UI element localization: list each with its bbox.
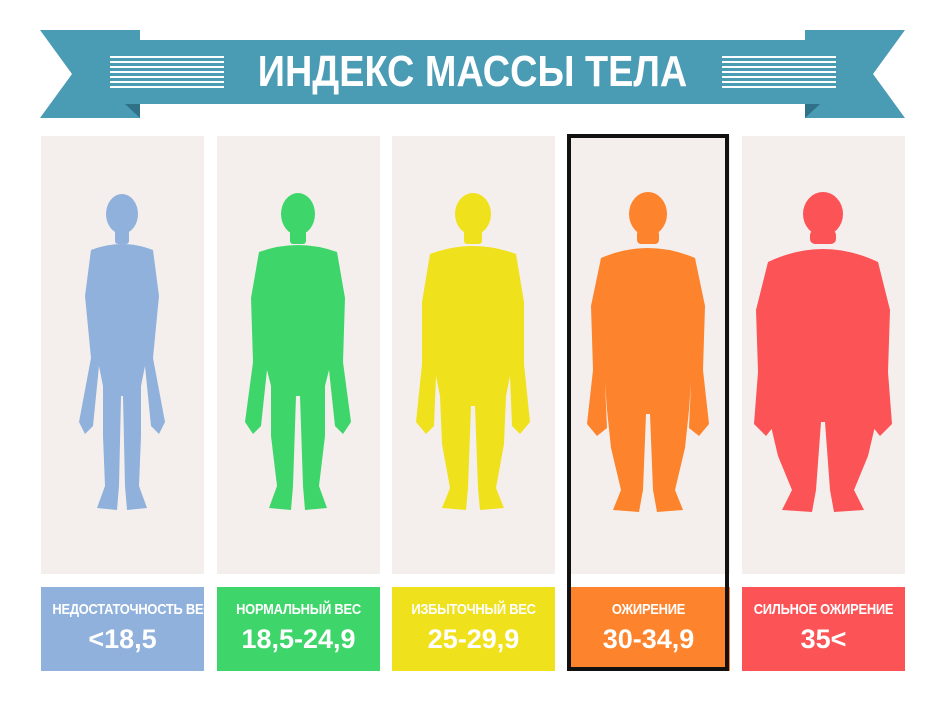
category-range: 30-34,9	[602, 624, 695, 654]
category-name: ИЗБЫТОЧНЫЙ ВЕС	[411, 601, 536, 618]
category-label: НЕДОСТАТОЧНОСТЬ ВЕСА <18,5	[41, 587, 222, 671]
overweight-body-icon	[416, 193, 530, 510]
category-label: ОЖИРЕНИЕ 30-34,9	[567, 587, 730, 671]
title-banner: ИНДЕКС МАССЫ ТЕЛА	[0, 0, 945, 130]
category-range: 18,5-24,9	[241, 624, 356, 654]
category-label: СИЛЬНОЕ ОЖИРЕНИЕ 35<	[742, 587, 905, 671]
banner-stripes-left	[110, 56, 224, 91]
category-name: НОРМАЛЬНЫЙ ВЕС	[236, 601, 361, 618]
obese-body-icon	[587, 192, 709, 512]
category-name: ОЖИРЕНИЕ	[611, 601, 686, 618]
category-label: ИЗБЫТОЧНЫЙ ВЕС 25-29,9	[392, 587, 555, 671]
category-name: СИЛЬНОЕ ОЖИРЕНИЕ	[753, 601, 894, 618]
category-label: НОРМАЛЬНЫЙ ВЕС 18,5-24,9	[217, 587, 380, 671]
category-range: 25-29,9	[427, 624, 520, 654]
category-name: НЕДОСТАТОЧНОСТЬ ВЕСА	[52, 601, 222, 618]
banner-stripes-right	[722, 56, 836, 91]
normal-body-icon	[245, 193, 351, 510]
category-range: <18,5	[88, 624, 157, 654]
category-range: 35<	[800, 624, 847, 654]
selected-category-frame	[567, 134, 729, 671]
slim-body-icon	[79, 194, 165, 510]
page-title: ИНДЕКС МАССЫ ТЕЛА	[257, 47, 688, 96]
severe-obese-body-icon	[754, 192, 892, 512]
